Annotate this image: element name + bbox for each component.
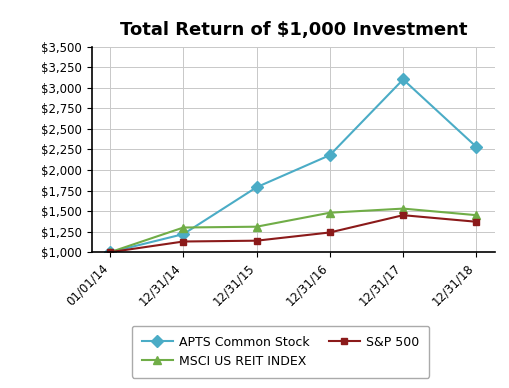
Title: Total Return of $1,000 Investment: Total Return of $1,000 Investment	[119, 21, 466, 40]
APTS Common Stock	[107, 250, 113, 255]
Line: MSCI US REIT INDEX: MSCI US REIT INDEX	[106, 204, 479, 256]
S&P 500	[326, 230, 332, 235]
Line: APTS Common Stock: APTS Common Stock	[106, 75, 479, 256]
MSCI US REIT INDEX	[180, 225, 186, 230]
APTS Common Stock	[180, 232, 186, 236]
APTS Common Stock	[399, 77, 405, 82]
MSCI US REIT INDEX	[326, 210, 332, 215]
S&P 500	[253, 238, 259, 243]
APTS Common Stock	[253, 185, 259, 190]
MSCI US REIT INDEX	[472, 213, 478, 218]
Line: S&P 500: S&P 500	[106, 212, 479, 256]
MSCI US REIT INDEX	[107, 250, 113, 255]
S&P 500	[472, 220, 478, 224]
S&P 500	[107, 250, 113, 255]
APTS Common Stock	[472, 145, 478, 149]
APTS Common Stock	[326, 153, 332, 158]
MSCI US REIT INDEX	[399, 206, 405, 211]
Legend: APTS Common Stock, MSCI US REIT INDEX, S&P 500: APTS Common Stock, MSCI US REIT INDEX, S…	[131, 326, 429, 378]
S&P 500	[180, 239, 186, 244]
S&P 500	[399, 213, 405, 218]
MSCI US REIT INDEX	[253, 224, 259, 229]
